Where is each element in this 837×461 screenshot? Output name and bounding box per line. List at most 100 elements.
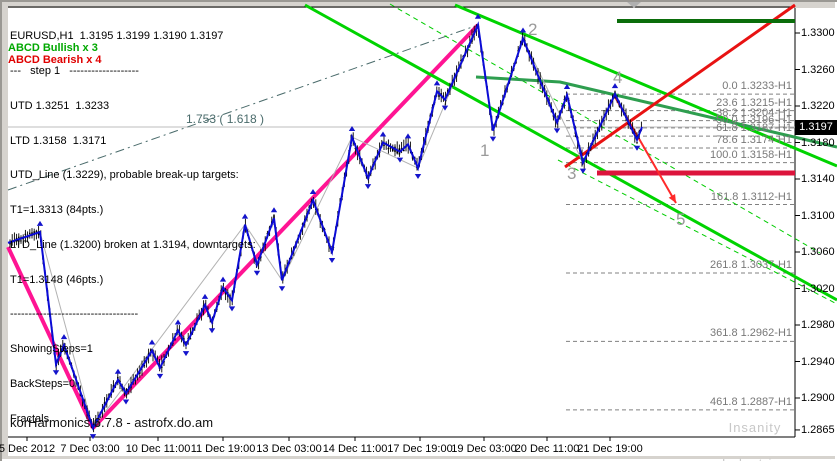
- fractal-up-icon: [379, 131, 387, 137]
- fractal-down-icon: [441, 105, 449, 111]
- lime-dashed-line-2[interactable]: [557, 159, 837, 305]
- candle-body: [174, 338, 176, 340]
- time-axis-label: 19 Dec 03:00: [451, 443, 517, 455]
- fractal-down-icon: [156, 373, 164, 379]
- price-axis-label: 1.3060: [801, 246, 835, 258]
- fractal-up-icon: [404, 133, 412, 139]
- fractal-down-icon: [396, 157, 404, 163]
- up-target-line: T1=1.3313 (84pts.): [10, 204, 104, 217]
- zigzag-indicator: [7, 21, 643, 431]
- red-projection-arrow-head: [668, 194, 676, 203]
- fractal-down-icon: [328, 258, 336, 263]
- candle-body: [396, 150, 398, 154]
- utd-line-info: UTD_Line (1.3229), probable break-up tar…: [10, 169, 239, 182]
- fib-label-23.6: 23.6 1.3215-H1: [716, 96, 792, 109]
- fib-label-78.6: 78.6 1.3174-H1: [716, 133, 792, 146]
- showing-steps-line: ShowingSteps=1: [10, 343, 93, 356]
- fib-label-261.8: 261.8 1.3037-H1: [710, 258, 792, 271]
- price-axis-label: 1.2940: [801, 355, 835, 368]
- candle-body: [392, 148, 394, 152]
- candle-body: [460, 59, 462, 62]
- fractal-down-icon: [122, 399, 130, 405]
- fractal-down-icon: [633, 145, 641, 151]
- harmonic-ratio-label: 1.753 ( 1.618 ): [186, 112, 265, 126]
- abcd-bearish-label: ABCD Bearish x 4: [8, 54, 102, 66]
- current-price-badge: 1.3197: [795, 120, 837, 135]
- fractal-up-icon: [148, 339, 156, 345]
- fractal-down-icon: [364, 184, 372, 190]
- candle-body: [150, 349, 152, 352]
- fib-label-50.0: 50.0 1.3196-H1: [716, 113, 792, 126]
- candle-body: [387, 147, 390, 150]
- down-target-line: T1=1.3148 (46pts.): [10, 273, 104, 286]
- fib-label-0.0: 0.0 1.3233-H1: [722, 80, 792, 93]
- fractal-down-icon: [553, 128, 561, 134]
- time-axis-label: 10 Dec 11:00: [125, 443, 191, 455]
- candle-body: [147, 353, 150, 355]
- ltd-values-line: LTD 1.3158 1.3171: [10, 134, 107, 147]
- fib-label-38.2: 38.2 1.3204-H1: [716, 106, 792, 119]
- time-axis-label: 14 Dec 11:00: [322, 443, 388, 455]
- fractal-down-icon: [89, 434, 97, 440]
- lime-upper-channel-line[interactable]: [454, 3, 837, 168]
- fractal-up-icon: [174, 319, 182, 325]
- chart-shift-icon[interactable]: [627, 2, 641, 8]
- fractal-up-icon: [36, 220, 44, 226]
- utd-values-line: UTD 1.3251 1.3233: [10, 99, 110, 112]
- ltd-line-info: LTD_Line (1.3200) broken at 1.3194, down…: [10, 238, 256, 251]
- abcd-bullish-label: ABCD Bullish x 3: [8, 42, 98, 54]
- fractal-up-icon: [474, 13, 482, 19]
- candle-body: [161, 366, 163, 368]
- price-axis-label: 1.2865: [801, 423, 835, 436]
- fractal-markers: [36, 13, 641, 440]
- candle-body: [24, 233, 27, 235]
- wave-label-2: 2: [528, 20, 538, 39]
- fib-label-461.8: 461.8 1.2887-H1: [710, 395, 792, 408]
- time-axis-label: 17 Dec 19:00: [387, 443, 453, 455]
- utd-seagreen-line[interactable]: [475, 75, 837, 149]
- wave-label-3: 3: [567, 164, 577, 183]
- price-axis-label: 1.3100: [801, 209, 835, 222]
- wave-label-5: 5: [676, 210, 686, 229]
- time-axis-label: 11 Dec 19:00: [190, 443, 256, 455]
- price-axis-label: 1.2980: [801, 319, 835, 331]
- step-line: --- step 1 -------------------: [10, 64, 139, 77]
- time-axis-label: 21 Dec 19:00: [577, 443, 643, 455]
- time-axis-label: 7 Dec 03:00: [60, 443, 120, 455]
- fractal-down-icon: [278, 286, 286, 292]
- fractal-down-icon: [182, 351, 190, 357]
- candle-body: [143, 364, 145, 367]
- price-axis-label: 1.3020: [801, 282, 835, 295]
- watermark-line1: Insanity: [728, 420, 782, 435]
- fractal-up-icon: [114, 368, 122, 374]
- fractal-up-icon: [348, 126, 356, 132]
- candle-body: [26, 237, 29, 239]
- axis-ticks: [26, 32, 800, 441]
- price-axis-label: 1.3180: [801, 136, 835, 149]
- lime-dashed-line-1[interactable]: [389, 3, 821, 254]
- watermark-line2: Industries: [690, 457, 820, 461]
- red-advance-line[interactable]: [564, 3, 796, 169]
- projection-dashdot-line[interactable]: [7, 24, 479, 191]
- candle-body: [636, 142, 638, 144]
- price-axis-label: 1.3220: [801, 100, 835, 112]
- time-axis-label: 13 Dec 03:00: [256, 443, 322, 455]
- fractal-up-icon: [611, 83, 619, 89]
- price-axis-label: 1.3300: [801, 27, 835, 39]
- lime-lower-channel-line[interactable]: [304, 3, 837, 302]
- fib-label-361.8: 361.8 1.2962-H1: [710, 327, 792, 340]
- wave-label-1: 1: [480, 141, 490, 160]
- fib-label-161.8: 161.8 1.3112-H1: [710, 190, 792, 203]
- fib-label-100.0: 100.0 1.3158-H1: [710, 148, 792, 161]
- fractal-down-icon: [253, 270, 261, 276]
- candle-body: [273, 215, 275, 221]
- time-axis-label: 5 Dec 2012: [0, 443, 56, 455]
- fractal-down-icon: [228, 306, 236, 312]
- candle-body: [312, 204, 315, 206]
- wave-label-4: 4: [613, 68, 623, 87]
- pink-decline-line[interactable]: [6, 246, 95, 429]
- fractal-up-icon: [219, 276, 227, 282]
- quote-line: EURUSD,H1 1.3195 1.3199 1.3190 1.3197: [10, 30, 224, 43]
